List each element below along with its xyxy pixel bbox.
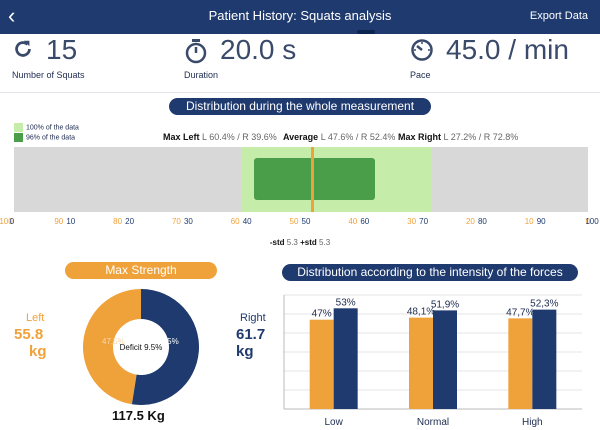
- scale-tick-label: 20: [125, 217, 135, 226]
- metric-max-right: Max Right L 27.2% / R 72.8%: [398, 132, 518, 142]
- bar-data-label: 47%: [312, 309, 332, 320]
- donut-segment-right: [131, 289, 199, 405]
- deficit-label: Deficit 9.5%: [120, 343, 163, 352]
- left-value: 55.8: [14, 326, 44, 343]
- metric-name: Average: [283, 132, 319, 142]
- stat-pace: 45.0 / min Pace: [410, 34, 600, 84]
- scale-tick-label: 80: [477, 217, 487, 226]
- refresh-icon: [15, 40, 31, 57]
- left-label: Left: [26, 312, 45, 324]
- legend-label: 100% of the data: [26, 124, 79, 132]
- stopwatch-icon: [185, 39, 207, 64]
- metric-value: L 47.6% / R 52.4%: [320, 132, 396, 142]
- export-data-button[interactable]: Export Data: [529, 10, 588, 22]
- scale-tick-label: 10: [66, 217, 76, 226]
- bar-low-left: [309, 319, 334, 409]
- legend-label: 96% of the data: [26, 134, 76, 142]
- pace-label: Pace: [410, 70, 431, 80]
- scale-tick-label: 40: [242, 217, 252, 226]
- scale-tick-label: 20: [465, 217, 475, 226]
- bar-high-left: [508, 318, 533, 409]
- scale-tick-label: 70: [171, 217, 181, 226]
- scale-tick-label: 40: [348, 217, 358, 226]
- metric-value: L 27.2% / R 72.8%: [443, 132, 519, 142]
- duration-label: Duration: [184, 70, 219, 80]
- divider: [0, 92, 600, 93]
- right-unit: kg: [236, 343, 254, 360]
- scale-tick-label: 30: [407, 217, 417, 226]
- scale-tick-label: 100: [0, 217, 13, 226]
- bar-data-label: 47,7%: [506, 307, 534, 318]
- bar-data-label: 51,9%: [431, 299, 459, 310]
- std-minus-label: -std: [269, 238, 285, 247]
- metric-value: L 60.4% / R 39.6%: [202, 132, 277, 142]
- donut-right-percent: 52,5%: [156, 337, 179, 346]
- distribution-scale: 100 0 90 10 80 20 70 30 60 40 50 50 40 60 30 70 20 80 10 90…: [0, 217, 600, 229]
- metric-name: Max Right: [398, 132, 442, 142]
- scale-tick-label: 90: [536, 217, 546, 226]
- total-strength: 117.5 Kg: [112, 408, 165, 423]
- legend-96-percent: 96% of the data: [14, 133, 75, 142]
- top-bar: ‹ Patient History: Squats analysis Expor…: [0, 0, 600, 34]
- scale-tick-label: 90: [54, 217, 64, 226]
- category-tick-label: High: [522, 417, 543, 427]
- scale-tick-label: 50: [289, 217, 299, 226]
- stat-number-of-squats: 15 Number of Squats: [12, 34, 182, 84]
- scale-tick-label: 60: [230, 217, 240, 226]
- forces-title: Distribution according to the intensity …: [282, 264, 578, 281]
- std-plus-label: +std: [300, 238, 317, 247]
- header-indicator: [357, 30, 375, 34]
- category-tick-label: Low: [324, 417, 343, 427]
- speedometer-icon: [411, 39, 433, 61]
- bar-low-right: [333, 308, 358, 409]
- page-title: Patient History: Squats analysis: [208, 8, 392, 23]
- right-label: Right: [240, 312, 266, 324]
- back-button[interactable]: ‹: [8, 3, 16, 28]
- scale-tick-label: 0: [585, 217, 591, 226]
- std-plus-value: 5.3: [319, 238, 331, 247]
- distribution-average-line: [311, 147, 314, 212]
- donut-segment-left: [82, 289, 141, 405]
- scale-tick-label: 10: [524, 217, 534, 226]
- max-strength-title: Max Strength: [65, 262, 217, 279]
- squats-label: Number of Squats: [12, 70, 85, 80]
- bar-data-label: 53%: [336, 297, 356, 308]
- std-readout: -std 5.3 +std 5.3: [0, 238, 600, 247]
- pace-value: 45.0 / min: [446, 34, 569, 65]
- metric-max-left: Max Left L 60.4% / R 39.6%: [163, 132, 277, 142]
- distribution-title: Distribution during the whole measuremen…: [169, 98, 431, 115]
- distribution-band-96: [254, 158, 375, 200]
- bar-data-label: 52,3%: [530, 299, 558, 310]
- scale-tick-label: 100: [585, 217, 599, 226]
- std-minus-value: 5.3: [286, 238, 298, 247]
- left-unit: kg: [29, 343, 47, 360]
- metric-average: Average L 47.6% / R 52.4%: [283, 132, 395, 142]
- stat-duration: 20.0 s Duration: [184, 34, 384, 84]
- right-value: 61.7: [236, 326, 266, 343]
- bar-data-label: 48,1%: [407, 307, 435, 318]
- donut-left-percent: 47,5%: [102, 337, 125, 346]
- squats-value: 15: [46, 34, 78, 65]
- legend-swatch: [14, 133, 23, 142]
- metric-name: Max Left: [163, 132, 200, 142]
- bar-high-right: [532, 309, 557, 409]
- scale-tick-label: 0: [9, 217, 15, 226]
- scale-tick-label: 30: [183, 217, 193, 226]
- strength-donut: 47,5% 52,5% Deficit 9.5%: [82, 289, 199, 405]
- scale-tick-label: 80: [113, 217, 123, 226]
- scale-tick-label: 60: [360, 217, 370, 226]
- legend-100-percent: 100% of the data: [14, 123, 79, 132]
- category-tick-label: Normal: [417, 417, 449, 427]
- forces-bar-chart: 47% 53% Low 48,1%51,9% Normal 47,7%52,3% High: [283, 294, 582, 427]
- bar-normal-left: [409, 317, 433, 409]
- legend-swatch: [14, 123, 23, 132]
- duration-value: 20.0 s: [220, 34, 297, 65]
- scale-tick-label: 70: [419, 217, 429, 226]
- scale-tick-label: 50: [301, 217, 311, 226]
- bar-normal-right: [433, 310, 457, 409]
